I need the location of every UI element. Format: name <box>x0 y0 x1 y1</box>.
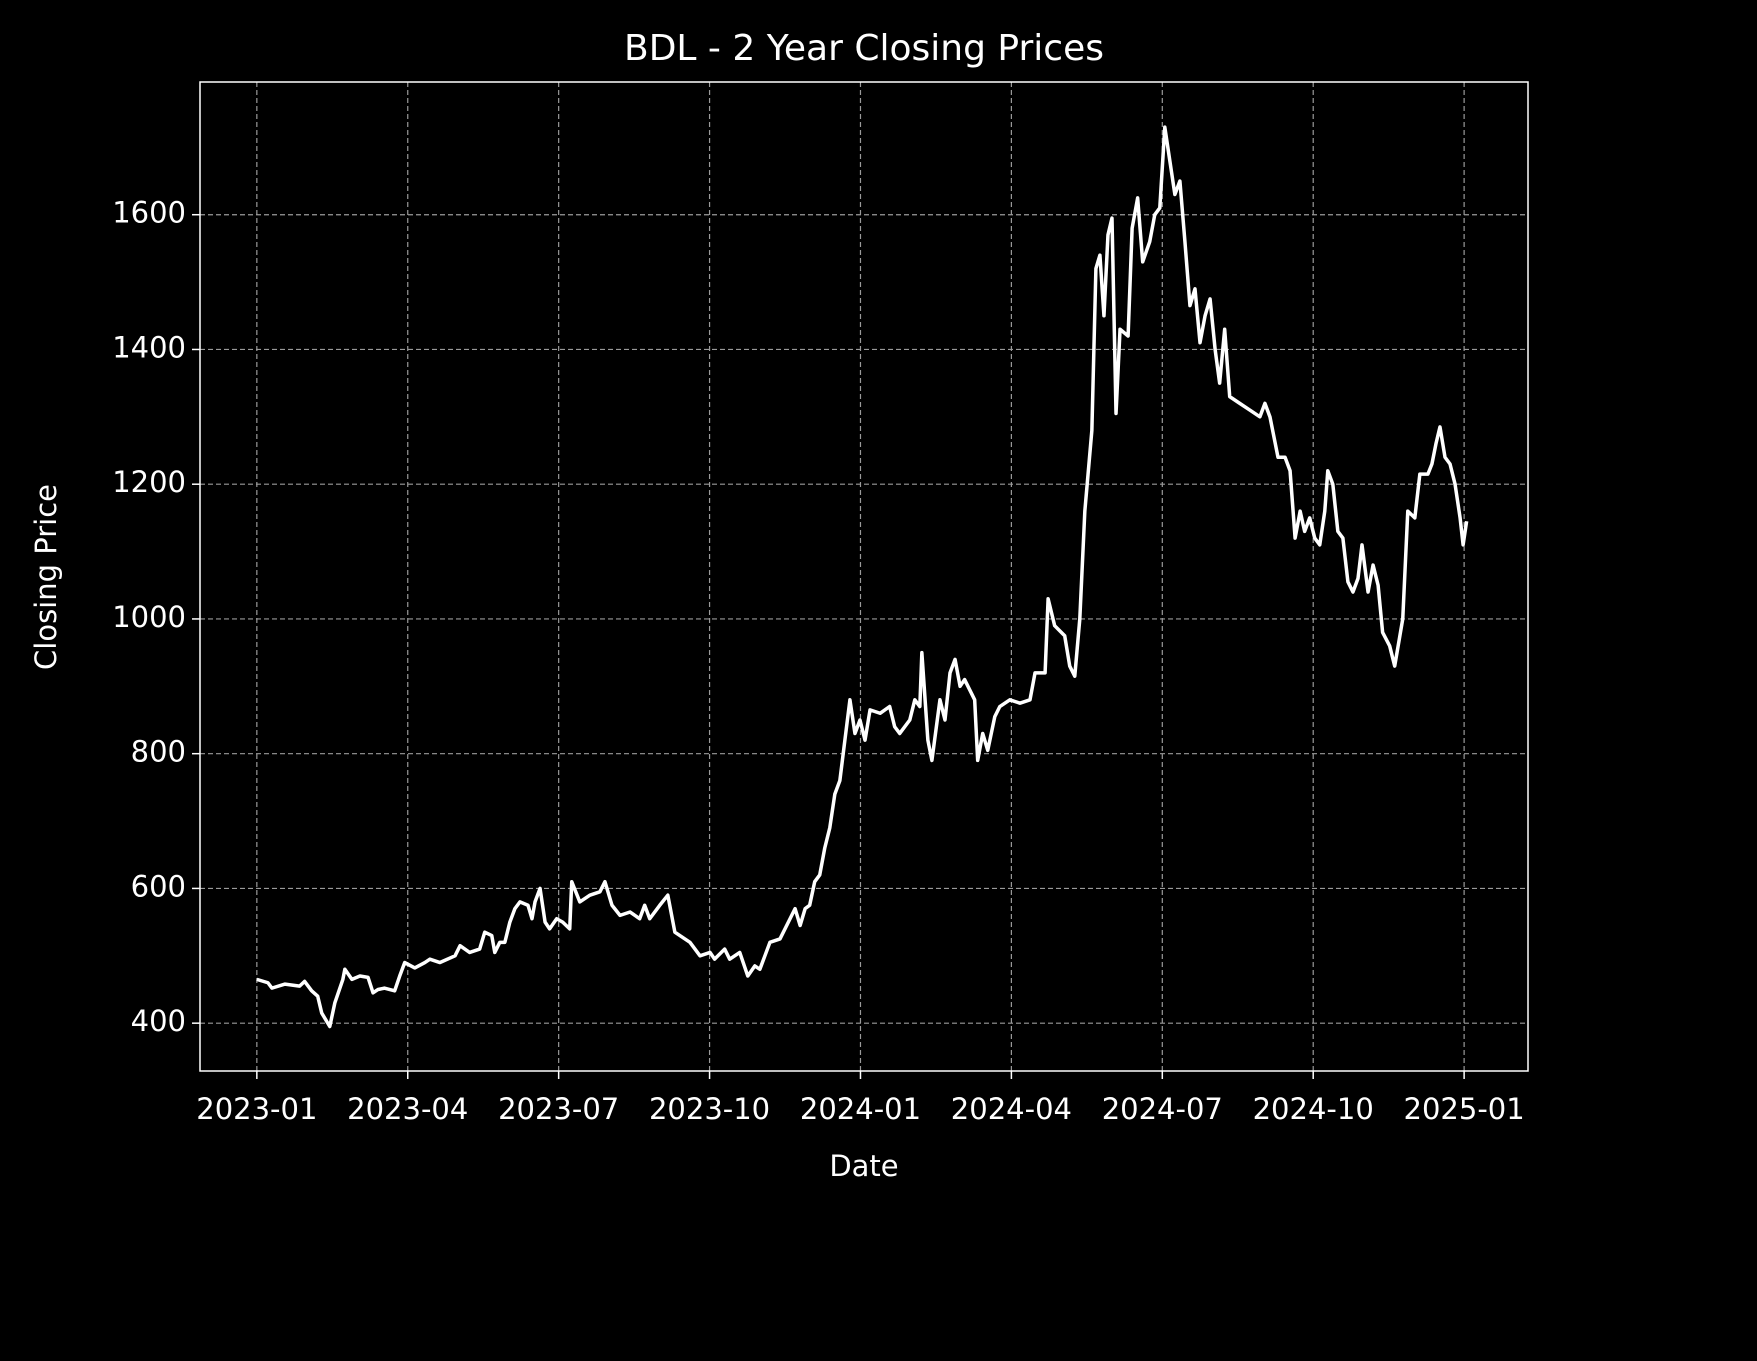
x-tick-label: 2024-04 <box>951 1092 1072 1126</box>
y-tick-label: 400 <box>131 1004 186 1038</box>
x-tick-label: 2024-07 <box>1102 1092 1223 1126</box>
x-tick-label: 2023-10 <box>649 1092 770 1126</box>
y-tick-label: 600 <box>131 869 186 903</box>
plot-frame <box>199 81 1529 1072</box>
price-line <box>256 125 1469 1029</box>
x-axis-label: Date <box>829 1149 898 1183</box>
chart-title: BDL - 2 Year Closing Prices <box>624 28 1104 69</box>
y-tick-label: 1000 <box>112 600 186 634</box>
x-tick-label: 2025-01 <box>1404 1092 1525 1126</box>
x-tick-label: 2023-07 <box>498 1092 619 1126</box>
x-tick-label: 2023-04 <box>347 1092 468 1126</box>
y-tick-label: 800 <box>131 735 186 769</box>
y-tick-label: 1200 <box>112 465 186 499</box>
x-tick-label: 2024-10 <box>1253 1092 1374 1126</box>
y-tick-label: 1400 <box>112 330 186 364</box>
y-tick-label: 1600 <box>112 196 186 230</box>
y-axis-label: Closing Price <box>29 484 63 670</box>
x-tick-label: 2023-01 <box>196 1092 317 1126</box>
x-tick-label: 2024-01 <box>800 1092 921 1126</box>
